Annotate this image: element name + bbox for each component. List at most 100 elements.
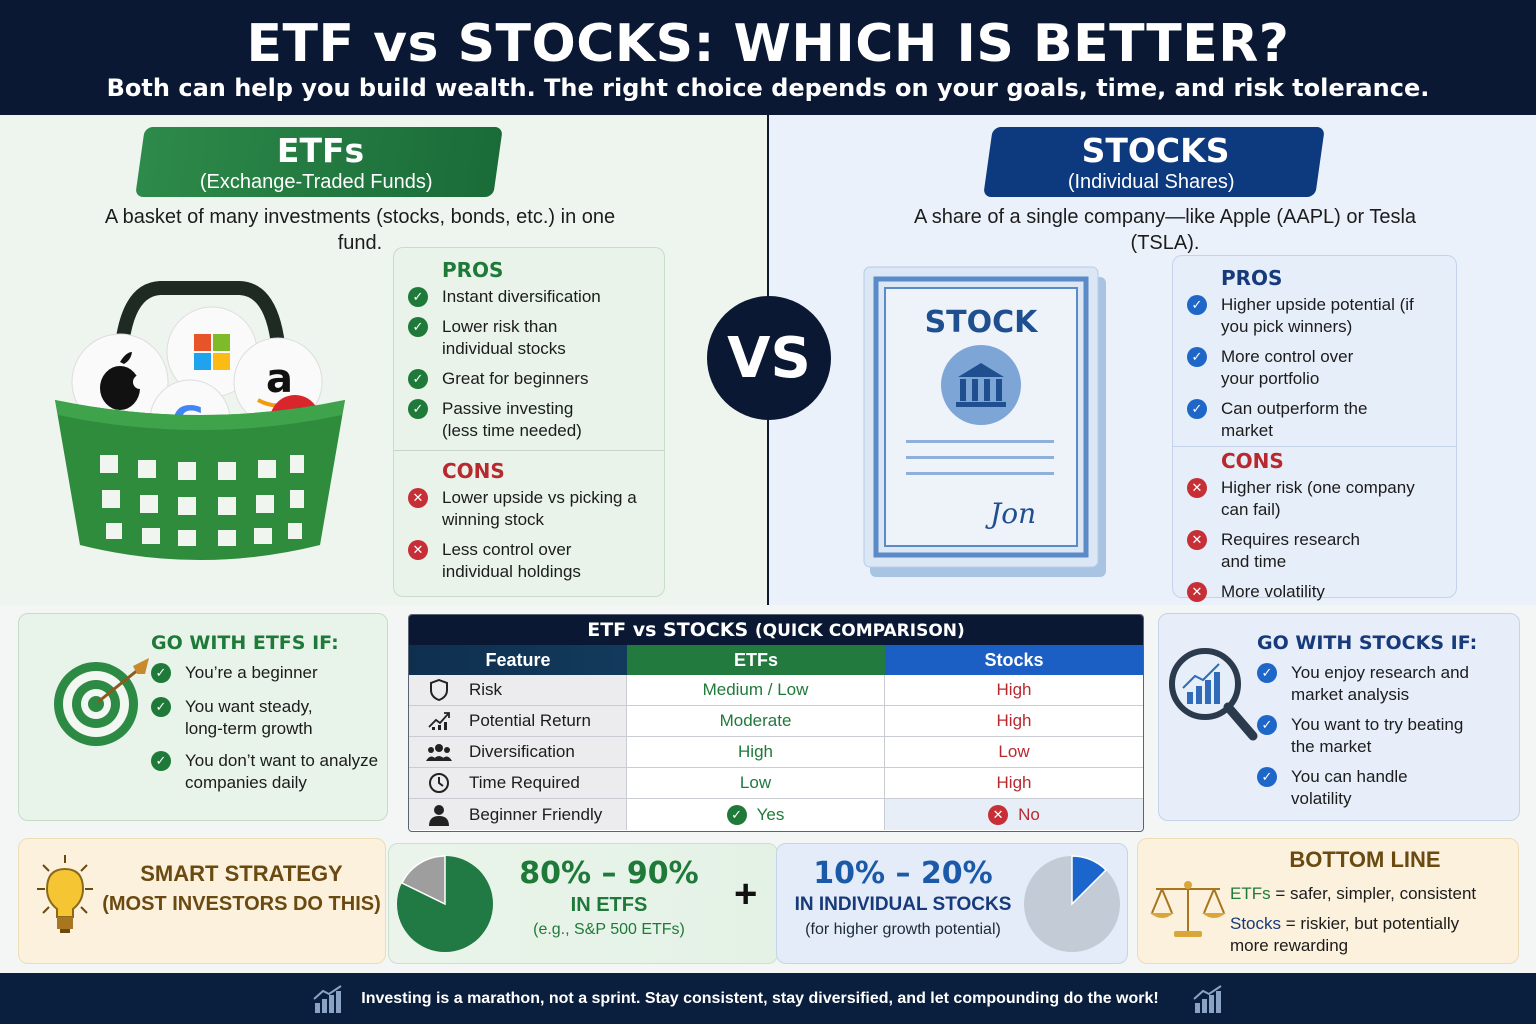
check-icon: ✓ xyxy=(1187,295,1207,315)
go-with-stocks-card: GO WITH STOCKS IF: ✓ You enjoy research a… xyxy=(1158,613,1520,821)
go-etf-item: ✓ You don’t want to analyze companies dai… xyxy=(151,750,381,794)
table-row: Beginner Friendly ✓ Yes ✕ No xyxy=(409,799,1143,830)
check-icon: ✓ xyxy=(1187,347,1207,367)
etf-pro-item: ✓ Instant diversification xyxy=(408,286,650,308)
x-icon: ✕ xyxy=(408,488,428,508)
footer-text: Investing is a marathon, not a sprint. S… xyxy=(361,989,1159,1007)
check-icon: ✓ xyxy=(408,287,428,307)
go-stock-item: ✓ You can handle volatility xyxy=(1257,766,1497,810)
etf-allocation-pie xyxy=(397,855,493,952)
header-etfs: ETFs xyxy=(627,645,885,675)
stock-pro-item: ✓ Higher upside potential (if you pick wi… xyxy=(1187,294,1442,338)
stock-range-note: (for higher growth potential) xyxy=(805,921,1001,938)
certificate-label: STOCK xyxy=(925,305,1040,340)
shield-icon xyxy=(409,679,469,701)
stock-banner: STOCKS (Individual Shares) xyxy=(983,127,1325,197)
vs-badge: VS xyxy=(707,296,831,420)
etf-con-item: ✕ Less control over individual holdings xyxy=(408,539,650,583)
target-icon xyxy=(54,658,149,746)
check-icon: ✓ xyxy=(1257,767,1277,787)
certificate-signature: Jon xyxy=(985,497,1036,530)
magnifier-chart-icon xyxy=(1169,648,1258,741)
stock-cons-heading: CONS xyxy=(1221,449,1284,473)
stock-certificate-illustration: STOCK Jon xyxy=(860,265,1110,580)
divider xyxy=(1173,446,1456,447)
strategy-title: SMART STRATEGY xyxy=(140,861,343,886)
check-icon: ✓ xyxy=(726,805,747,825)
etf-con-item: ✕ Lower upside vs picking a winning stock xyxy=(408,487,650,531)
person-icon xyxy=(409,804,469,826)
footer: Investing is a marathon, not a sprint. S… xyxy=(0,973,1536,1024)
header-feature: Feature xyxy=(409,645,627,675)
check-icon: ✓ xyxy=(1187,399,1207,419)
go-etf-item: ✓ You want steady, long-term growth xyxy=(151,696,381,740)
bottom-line-card: BOTTOM LINE ETFs = safer, simpler, consi… xyxy=(1137,838,1519,964)
x-icon: ✕ xyxy=(1187,582,1207,602)
etf-pros-heading: PROS xyxy=(442,258,504,282)
x-icon: ✕ xyxy=(1187,478,1207,498)
stock-range: 10% – 20% xyxy=(813,856,993,891)
check-icon: ✓ xyxy=(151,751,171,771)
check-icon: ✓ xyxy=(408,369,428,389)
x-icon: ✕ xyxy=(988,805,1009,825)
stock-pros-heading: PROS xyxy=(1221,266,1283,290)
stock-allocation-pie xyxy=(1024,855,1120,952)
clock-icon xyxy=(409,772,469,794)
comparison-table: ETF vs STOCKS (QUICK COMPARISON) Feature… xyxy=(408,614,1144,832)
stock-con-item: ✕ Requires research and time xyxy=(1187,529,1442,573)
page-title: ETF vs STOCKS: WHICH IS BETTER? xyxy=(246,14,1290,74)
svg-text:a: a xyxy=(266,356,293,402)
stock-pro-item: ✓ More control over your portfolio xyxy=(1187,346,1442,390)
x-icon: ✕ xyxy=(1187,530,1207,550)
stock-con-item: ✕ More volatility xyxy=(1187,581,1442,603)
check-icon: ✓ xyxy=(408,399,428,419)
etf-banner-title: ETFs xyxy=(276,131,365,170)
comparison-title: ETF vs STOCKS (QUICK COMPARISON) xyxy=(409,615,1143,645)
etf-allocation-card: 80% – 90% IN ETFS (e.g., S&P 500 ETFs) + xyxy=(388,843,778,964)
stock-description: A share of a single company—like Apple (… xyxy=(913,206,1417,254)
table-header-row: Feature ETFs Stocks xyxy=(409,645,1143,675)
stock-range-label: IN INDIVIDUAL STOCKS xyxy=(794,894,1012,915)
scales-icon xyxy=(1150,881,1226,937)
etf-pros-cons-card: PROS ✓ Instant diversification ✓ Lower ris… xyxy=(393,247,665,597)
check-icon: ✓ xyxy=(1257,663,1277,683)
bottom-line-title: BOTTOM LINE xyxy=(1289,847,1441,872)
lightbulb-icon xyxy=(37,855,93,933)
etf-pro-item: ✓ Great for beginners xyxy=(408,368,650,390)
stock-pro-item: ✓ Can outperform the market xyxy=(1187,398,1442,442)
go-with-etfs-heading: GO WITH ETFS IF: xyxy=(151,632,339,654)
etf-cons-heading: CONS xyxy=(442,459,505,483)
go-with-etfs-card: GO WITH ETFS IF: ✓ You’re a beginner ✓ You… xyxy=(18,613,388,821)
x-icon: ✕ xyxy=(408,540,428,560)
bottom-line-stock: Stocks = riskier, but potentially more r… xyxy=(1230,914,1460,955)
stock-con-item: ✕ Higher risk (one company can fail) xyxy=(1187,477,1442,521)
table-row: Potential Return Moderate High xyxy=(409,706,1143,737)
growth-chart-icon xyxy=(1193,984,1222,1013)
check-icon: ✓ xyxy=(151,663,171,683)
growth-chart-icon xyxy=(409,711,469,731)
etf-description: A basket of many investments (stocks, bo… xyxy=(104,206,616,254)
table-row: Time Required Low High xyxy=(409,768,1143,799)
amazon-logo: a xyxy=(233,337,323,427)
etf-pro-item: ✓ Lower risk than individual stocks xyxy=(408,316,650,360)
go-with-stocks-heading: GO WITH STOCKS IF: xyxy=(1257,632,1478,654)
plus-icon: + xyxy=(734,872,758,916)
apple-logo xyxy=(71,333,169,431)
bank-icon xyxy=(956,363,1006,407)
stock-allocation-card: 10% – 20% IN INDIVIDUAL STOCKS (for high… xyxy=(776,843,1128,964)
etf-range-note: (e.g., S&P 500 ETFs) xyxy=(533,921,685,938)
header xyxy=(0,0,1536,115)
etf-range-label: IN ETFS xyxy=(570,894,648,916)
go-stock-item: ✓ You enjoy research and market analysis xyxy=(1257,662,1497,706)
stock-pros-cons-card: PROS ✓ Higher upside potential (if you pi… xyxy=(1172,255,1457,602)
etf-range: 80% – 90% xyxy=(519,856,699,891)
go-etf-item: ✓ You’re a beginner xyxy=(151,662,381,684)
check-icon: ✓ xyxy=(1257,715,1277,735)
header-stocks: Stocks xyxy=(885,645,1143,675)
smart-strategy-card: SMART STRATEGY (MOST INVESTORS DO THIS) xyxy=(18,838,386,964)
basket-illustration: a G T xyxy=(50,270,350,570)
growth-chart-icon xyxy=(313,984,342,1013)
stock-banner-subtitle: (Individual Shares) xyxy=(1067,171,1235,193)
table-row: Risk Medium / Low High xyxy=(409,675,1143,706)
table-row: Diversification High Low xyxy=(409,737,1143,768)
